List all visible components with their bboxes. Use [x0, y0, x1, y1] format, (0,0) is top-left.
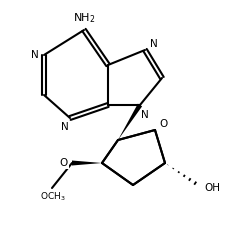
Text: NH$_2$: NH$_2$ [73, 11, 95, 25]
Text: N: N [150, 39, 158, 49]
Text: N: N [31, 50, 39, 60]
Text: N: N [61, 122, 69, 132]
Polygon shape [72, 161, 102, 166]
Text: O: O [160, 119, 168, 129]
Text: OCH$_3$: OCH$_3$ [40, 191, 66, 203]
Polygon shape [118, 104, 142, 140]
Text: OH: OH [204, 183, 220, 193]
Text: N: N [141, 110, 149, 120]
Text: O: O [60, 158, 68, 168]
